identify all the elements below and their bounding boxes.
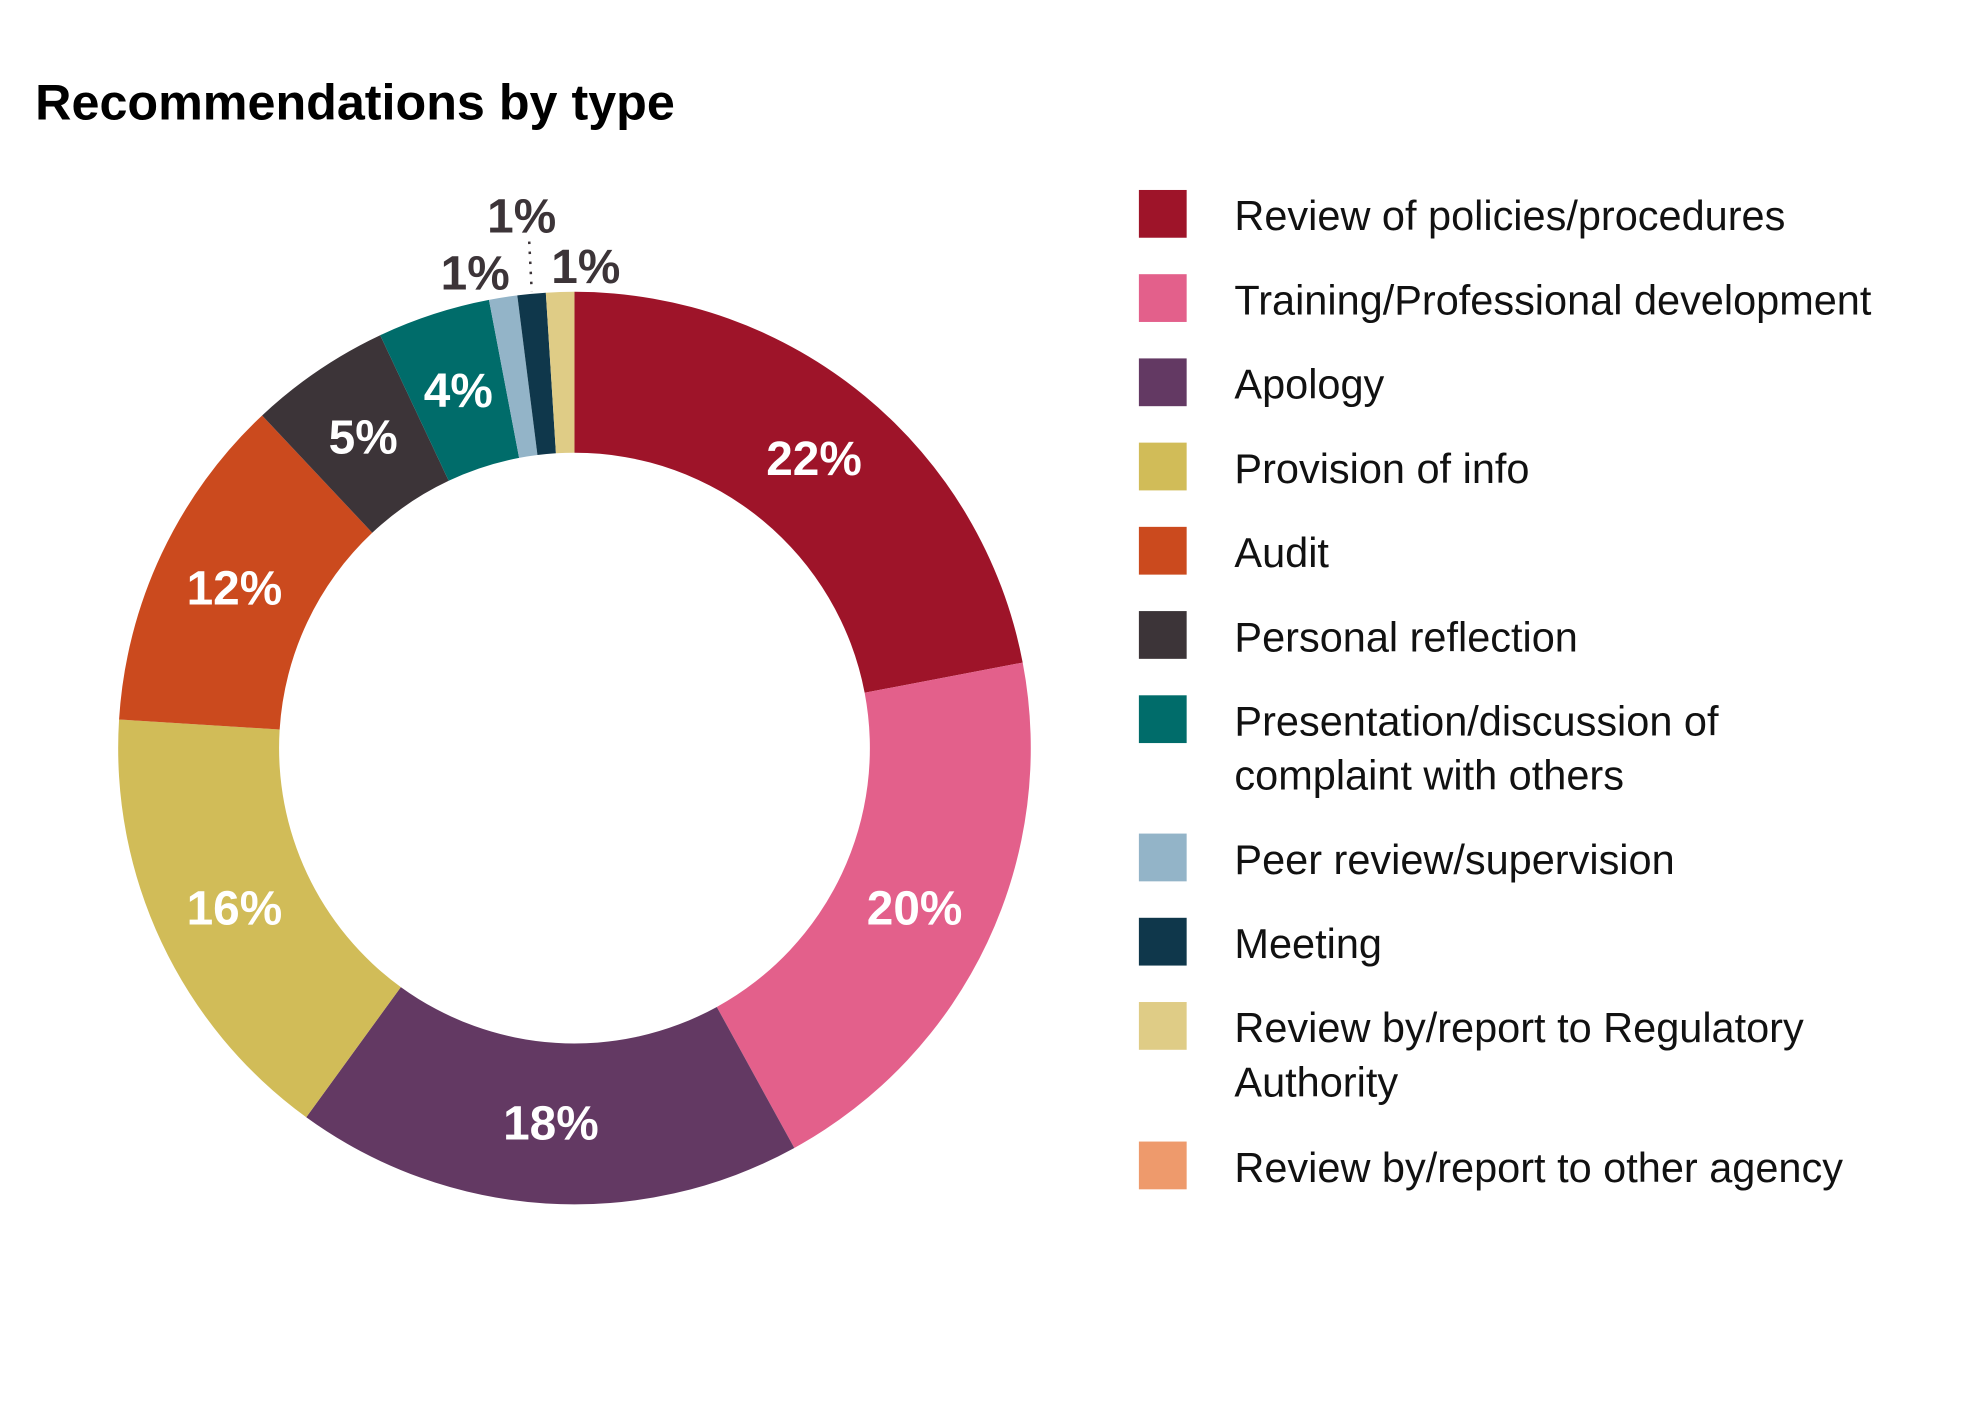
slice-7 xyxy=(488,295,538,458)
legend-swatch xyxy=(1138,526,1187,575)
slice-9 xyxy=(545,291,575,454)
slice-5 xyxy=(262,335,449,533)
slice-3 xyxy=(118,719,401,1118)
legend-swatch xyxy=(1138,442,1187,491)
legend-label: Personal reflection xyxy=(1234,613,1577,660)
chart-title: Recommendations by type xyxy=(35,74,675,131)
slice-label: 1% xyxy=(487,191,556,244)
slice-6 xyxy=(380,299,520,481)
legend-label: Apology xyxy=(1234,361,1384,408)
legend-swatch xyxy=(1138,358,1187,407)
slice-label: 22% xyxy=(766,433,862,486)
legend-item: Training/Professional development xyxy=(1138,274,1872,323)
legend-label: Meeting xyxy=(1234,920,1382,967)
slice-label: 18% xyxy=(503,1098,599,1151)
slice-0 xyxy=(574,291,1023,693)
legend-label: Presentation/discussion of complaint with… xyxy=(1234,698,1719,799)
legend-label: Provision of info xyxy=(1234,445,1529,492)
legend-item: Audit xyxy=(1138,526,1329,576)
legend-swatch xyxy=(1138,1002,1187,1050)
slice-8 xyxy=(517,292,556,456)
slice-label: 20% xyxy=(867,882,963,935)
legend-swatch xyxy=(1138,1141,1187,1190)
legend-item: Meeting xyxy=(1138,917,1382,967)
legend-item: Personal reflection xyxy=(1138,611,1578,660)
slice-label: 12% xyxy=(187,562,283,615)
leader-line xyxy=(527,241,533,292)
slice-1 xyxy=(716,662,1031,1148)
legend-label: Review of policies/procedures xyxy=(1234,192,1785,239)
slice-2 xyxy=(306,987,795,1205)
legend-swatch xyxy=(1138,917,1187,966)
slice-label: 1% xyxy=(551,241,620,294)
legend-swatch xyxy=(1138,833,1187,882)
legend-swatch xyxy=(1138,274,1187,322)
legend-item: Peer review/supervision xyxy=(1138,833,1675,883)
slice-label: 4% xyxy=(424,365,493,418)
legend-label: Training/Professional development xyxy=(1234,276,1871,323)
legend-label: Audit xyxy=(1234,529,1329,576)
legend-item: Apology xyxy=(1138,358,1385,408)
slice-4 xyxy=(119,415,373,730)
legend-label: Review by/report to Regulatory Authority xyxy=(1234,1004,1804,1105)
legend-label: Review by/report to other agency xyxy=(1234,1144,1843,1191)
legend-swatch xyxy=(1138,189,1187,238)
legend-swatch xyxy=(1138,611,1187,659)
legend: Review of policies/procedures Training/Pr… xyxy=(1138,189,1872,1191)
slice-label: 5% xyxy=(329,412,398,465)
legend-item: Review of policies/procedures xyxy=(1138,189,1785,239)
legend-item: Review by/report to other agency xyxy=(1138,1141,1843,1191)
legend-item: Presentation/discussion of complaint with… xyxy=(1138,695,1719,799)
legend-item: Review by/report to Regulatory Authority xyxy=(1138,1002,1804,1105)
legend-swatch xyxy=(1138,695,1187,744)
legend-item: Provision of info xyxy=(1138,442,1529,492)
slice-label: 1% xyxy=(441,247,510,300)
slice-label: 16% xyxy=(187,882,283,935)
legend-label: Peer review/supervision xyxy=(1234,836,1674,883)
